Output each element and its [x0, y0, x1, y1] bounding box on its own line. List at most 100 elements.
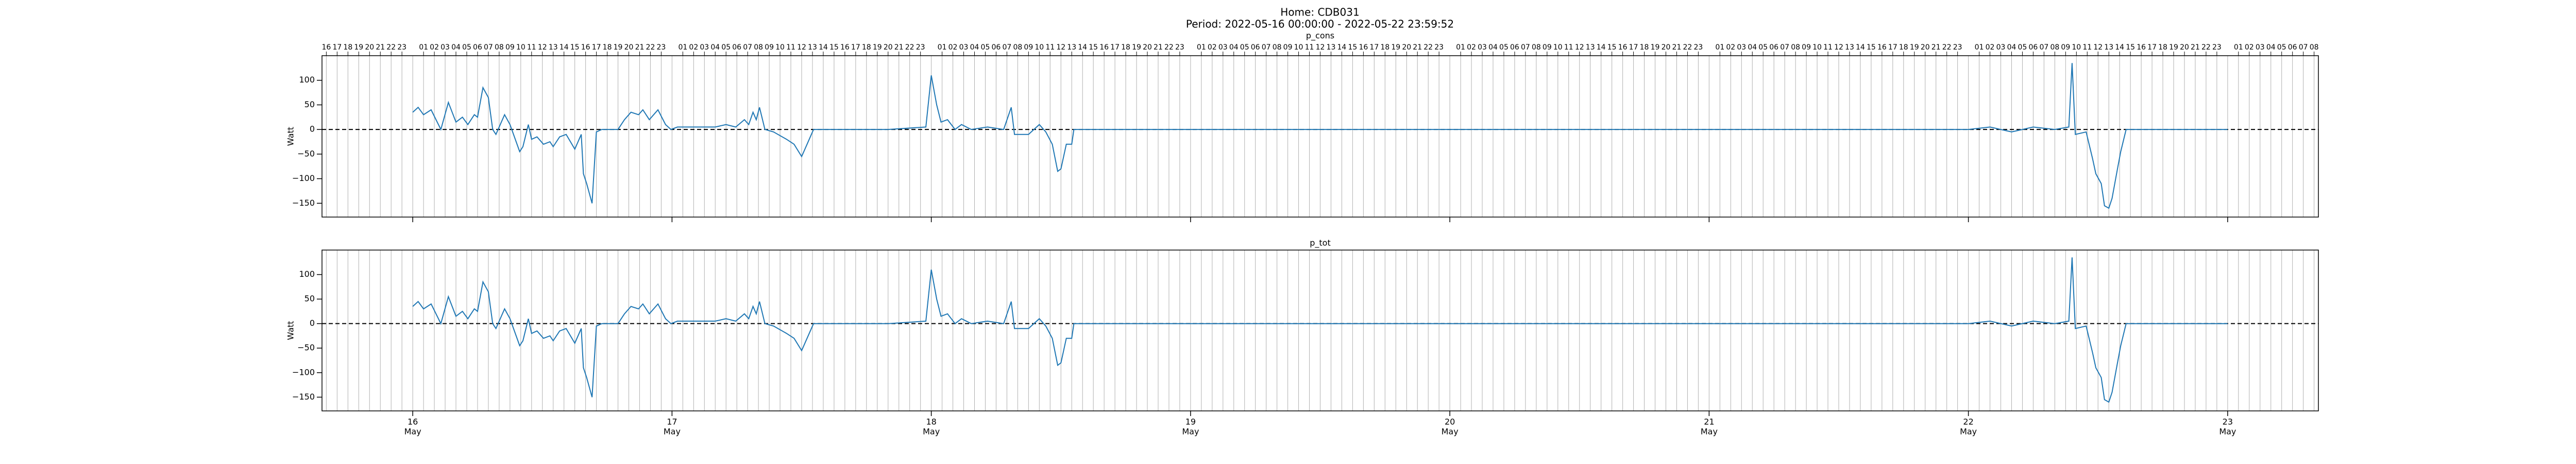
x2-tick-label: 13 — [549, 43, 558, 52]
x2-tick-label: 07 — [1262, 43, 1271, 52]
y-tick-label: −150 — [292, 392, 315, 402]
x2-tick-label: 09 — [1802, 43, 1811, 52]
x2-tick-label: 06 — [1510, 43, 1519, 52]
x2-tick-label: 11 — [1045, 43, 1055, 52]
x2-tick-label: 02 — [430, 43, 439, 52]
y-tick-label: 100 — [299, 75, 315, 85]
x-tick-month: May — [404, 427, 421, 437]
x2-tick-label: 09 — [505, 43, 515, 52]
x2-tick-label: 05 — [1240, 43, 1249, 52]
x2-tick-label: 15 — [570, 43, 580, 52]
x2-tick-label: 13 — [1586, 43, 1595, 52]
x-tick-month: May — [1182, 427, 1199, 437]
x2-tick-label: 08 — [2310, 43, 2319, 52]
x-tick-label: 16 — [408, 417, 418, 427]
x2-tick-label: 16 — [1618, 43, 1628, 52]
x2-tick-label: 20 — [624, 43, 634, 52]
x2-tick-label: 01 — [1715, 43, 1724, 52]
y-tick-label: −100 — [292, 367, 315, 377]
x2-tick-label: 19 — [1391, 43, 1400, 52]
x2-tick-label: 14 — [819, 43, 828, 52]
x2-tick-label: 11 — [1564, 43, 1573, 52]
x2-tick-label: 22 — [386, 43, 396, 52]
x2-tick-label: 17 — [851, 43, 860, 52]
x2-tick-label: 01 — [1197, 43, 1206, 52]
x2-tick-label: 16 — [1359, 43, 1368, 52]
y-tick-label: 50 — [304, 294, 315, 304]
x2-tick-label: 19 — [354, 43, 363, 52]
x2-tick-label: 16 — [1877, 43, 1887, 52]
x2-tick-label: 01 — [2234, 43, 2243, 52]
x2-tick-label: 19 — [614, 43, 623, 52]
x2-tick-label: 22 — [2201, 43, 2211, 52]
x2-tick-label: 10 — [1035, 43, 1044, 52]
x2-tick-label: 03 — [1218, 43, 1228, 52]
x2-tick-label: 13 — [2104, 43, 2113, 52]
figure-title: Home: CDB031 — [1280, 6, 1359, 19]
x-tick-month: May — [1960, 427, 1977, 437]
x2-tick-label: 23 — [1953, 43, 1962, 52]
x2-tick-label: 07 — [2299, 43, 2308, 52]
x2-tick-label: 17 — [1110, 43, 1120, 52]
x2-tick-label: 03 — [440, 43, 450, 52]
x2-tick-label: 08 — [2050, 43, 2059, 52]
plot-frame — [321, 250, 2319, 411]
x2-tick-label: 08 — [1273, 43, 1282, 52]
x2-tick-label: 12 — [538, 43, 547, 52]
x2-tick-label: 04 — [1488, 43, 1498, 52]
x2-tick-label: 11 — [2082, 43, 2092, 52]
x2-tick-label: 07 — [1002, 43, 1011, 52]
x2-tick-label: 17 — [1369, 43, 1379, 52]
x2-tick-label: 20 — [1143, 43, 1152, 52]
x-tick-label: 20 — [1445, 417, 1455, 427]
x2-tick-label: 08 — [754, 43, 763, 52]
x-tick-label: 23 — [2223, 417, 2233, 427]
x2-tick-label: 21 — [1413, 43, 1422, 52]
x2-tick-label: 06 — [2288, 43, 2297, 52]
x2-tick-label: 05 — [981, 43, 990, 52]
x2-tick-label: 01 — [1975, 43, 1984, 52]
x2-tick-label: 11 — [1823, 43, 1833, 52]
chart-title: p_cons — [1306, 31, 1334, 41]
x2-tick-label: 21 — [1154, 43, 1163, 52]
x2-tick-label: 11 — [1305, 43, 1314, 52]
y-tick-label: 0 — [310, 124, 315, 134]
x2-tick-label: 19 — [873, 43, 882, 52]
x2-tick-label: 10 — [1294, 43, 1303, 52]
x2-tick-label: 06 — [992, 43, 1001, 52]
x2-tick-label: 04 — [1229, 43, 1239, 52]
x2-tick-label: 04 — [970, 43, 979, 52]
x2-tick-label: 03 — [1737, 43, 1746, 52]
x2-tick-label: 19 — [2169, 43, 2178, 52]
x-tick-month: May — [1701, 427, 1718, 437]
x2-tick-label: 12 — [797, 43, 806, 52]
x2-tick-label: 02 — [1208, 43, 1217, 52]
x2-tick-label: 15 — [1867, 43, 1876, 52]
x2-tick-label: 05 — [721, 43, 731, 52]
x2-tick-label: 02 — [689, 43, 698, 52]
x2-tick-label: 05 — [2018, 43, 2027, 52]
x2-tick-label: 22 — [1164, 43, 1174, 52]
y-tick-label: −150 — [292, 198, 315, 208]
x2-tick-label: 06 — [732, 43, 741, 52]
x2-tick-label: 02 — [948, 43, 958, 52]
x2-tick-label: 19 — [1651, 43, 1660, 52]
x2-tick-label: 04 — [451, 43, 461, 52]
y-axis-label: Watt — [286, 127, 296, 146]
x2-tick-label: 08 — [1532, 43, 1541, 52]
y-axis-label: Watt — [286, 321, 296, 340]
x2-tick-label: 04 — [710, 43, 720, 52]
x2-tick-label: 14 — [1078, 43, 1087, 52]
x2-tick-label: 14 — [560, 43, 569, 52]
x2-tick-label: 17 — [2147, 43, 2157, 52]
x-tick-label: 17 — [667, 417, 677, 427]
x2-tick-label: 16 — [321, 43, 331, 52]
x2-tick-label: 01 — [419, 43, 428, 52]
x2-tick-label: 18 — [862, 43, 871, 52]
x2-tick-label: 16 — [1099, 43, 1109, 52]
x2-tick-label: 18 — [1380, 43, 1389, 52]
x2-tick-label: 06 — [473, 43, 482, 52]
x2-tick-label: 22 — [646, 43, 655, 52]
y-tick-label: −100 — [292, 173, 315, 183]
y-tick-label: −50 — [297, 343, 315, 353]
